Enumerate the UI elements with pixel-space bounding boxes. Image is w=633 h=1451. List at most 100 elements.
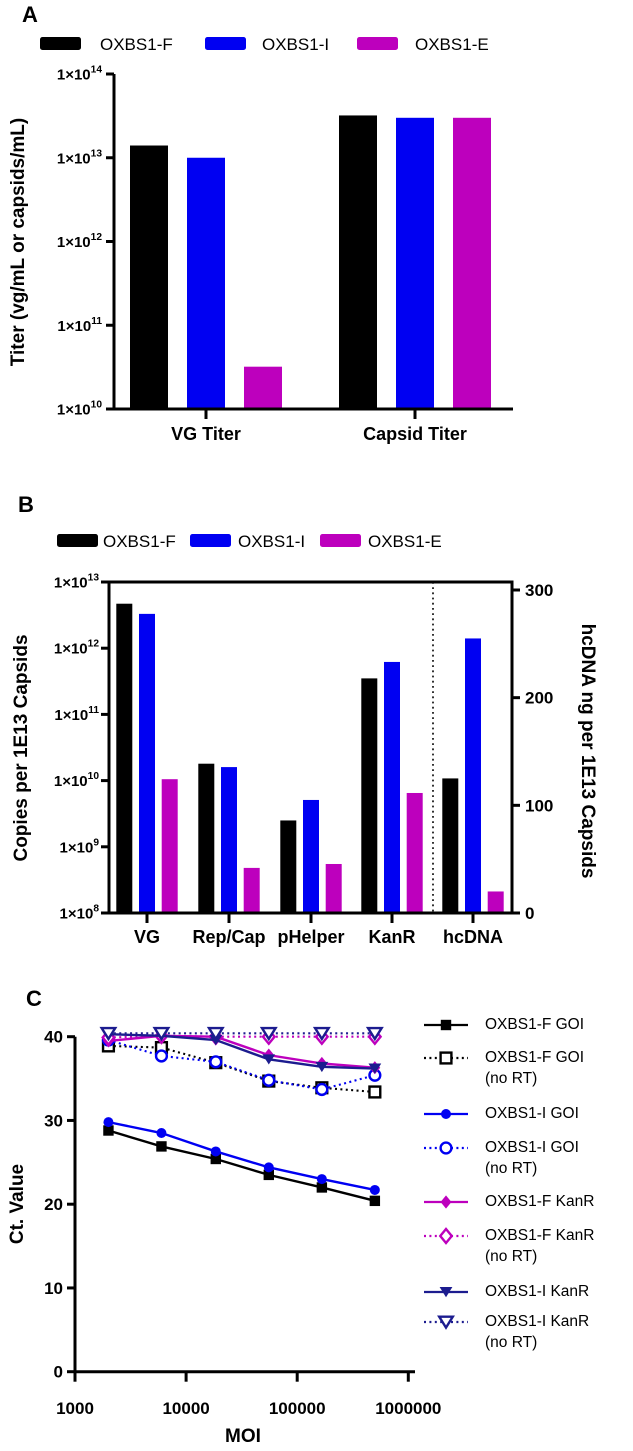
svg-text:VG Titer: VG Titer <box>171 424 241 444</box>
bar-OXBS1-E-hcDNA <box>487 891 504 912</box>
svg-text:1×1014: 1×1014 <box>57 65 102 84</box>
panel-a-legend-swatch-oxbs1-i <box>205 37 246 50</box>
open-triangle-down-marker-icon <box>259 1026 278 1042</box>
svg-text:200: 200 <box>525 689 553 708</box>
panel-c-chart: 0 10 20 30 40 1000 10000 100000 1000000 <box>44 1026 441 1418</box>
open-triangle-down-legend-icon <box>424 1315 468 1330</box>
svg-text:VG: VG <box>134 927 160 947</box>
panel-a-legend-label-oxbs1-i: OXBS1-I <box>262 35 330 54</box>
panel-c-legend-label: OXBS1-I KanR <box>485 1283 590 1300</box>
panel-a-legend-label-oxbs1-e: OXBS1-E <box>415 35 489 54</box>
filled-circle-marker-icon <box>369 1184 380 1195</box>
svg-text:1×1013: 1×1013 <box>54 573 99 592</box>
bar-OXBS1-E-KanR <box>406 792 423 912</box>
panel-b-chart: 1×108 1×109 1×1010 1×1011 1×1012 1×1013 0 100 20… <box>54 573 554 948</box>
panel-b-right-axis-label: hcDNA ng per 1E13 Capsids <box>577 623 598 879</box>
svg-text:0: 0 <box>54 1363 63 1382</box>
series-line <box>108 1129 376 1203</box>
filled-square-marker-icon <box>210 1153 221 1165</box>
svg-text:1×1011: 1×1011 <box>54 705 99 724</box>
series-OXBS1-I KanR (no RT) <box>99 1026 384 1042</box>
svg-text:1×1012: 1×1012 <box>54 639 99 658</box>
svg-text:pHelper: pHelper <box>277 927 344 947</box>
svg-text:1×108: 1×108 <box>60 904 100 923</box>
svg-text:40: 40 <box>44 1028 63 1047</box>
open-triangle-down-marker-icon <box>365 1026 384 1042</box>
svg-text:1000000: 1000000 <box>375 1399 441 1418</box>
svg-text:1000: 1000 <box>56 1399 94 1418</box>
bar-OXBS1-F-KanR <box>361 678 378 912</box>
panel-c-label: C <box>26 986 42 1011</box>
filled-triangle-down-marker-icon <box>368 1063 382 1074</box>
filled-square-marker-icon <box>103 1125 114 1136</box>
open-triangle-down-marker-icon <box>312 1026 331 1042</box>
panel-c-legend-item: OXBS1-I GOI (no RT) <box>423 1137 579 1179</box>
filled-triangle-down-marker-icon <box>439 1287 453 1298</box>
svg-text:Capsid Titer: Capsid Titer <box>363 424 467 444</box>
bar-OXBS1-I-VG <box>139 613 155 912</box>
open-triangle-down-marker-icon <box>99 1026 118 1042</box>
bar-OXBS1-F-VG Titer <box>130 145 168 408</box>
bar-OXBS1-I-Capsid Titer <box>396 117 434 409</box>
filled-circle-marker-icon <box>263 1162 274 1173</box>
panel-c-legend-label: OXBS1-I GOI <box>485 1105 579 1122</box>
bar-OXBS1-I-VG Titer <box>187 157 225 408</box>
panel-b-legend-label-oxbs1-e: OXBS1-E <box>368 532 442 551</box>
svg-text:1×1012: 1×1012 <box>57 232 102 251</box>
panel-b-legend-swatch-oxbs1-e <box>320 534 361 547</box>
filled-diamond-legend-icon <box>424 1195 468 1209</box>
series-line <box>108 1120 376 1192</box>
filled-square-marker-icon <box>263 1169 274 1181</box>
filled-triangle-down-marker-icon <box>315 1061 329 1073</box>
filled-circle-marker-icon <box>210 1146 221 1157</box>
filled-circle-marker-icon <box>103 1117 114 1128</box>
series-OXBS1-I KanR <box>102 1029 382 1074</box>
svg-text:100: 100 <box>525 796 553 815</box>
bar-OXBS1-F-hcDNA <box>442 778 459 912</box>
panel-c-legend-item: OXBS1-F GOI <box>423 1014 584 1036</box>
filled-circle-legend-icon <box>424 1109 468 1119</box>
filled-square-marker-icon <box>316 1182 328 1193</box>
svg-text:1×1010: 1×1010 <box>54 771 99 790</box>
svg-text:Rep/Cap: Rep/Cap <box>192 927 265 947</box>
open-diamond-marker-icon <box>438 1227 454 1245</box>
bar-OXBS1-I-Rep/Cap <box>221 767 237 912</box>
series-line <box>108 1034 375 1069</box>
panel-c-legend-item: OXBS1-F GOI (no RT) <box>423 1047 584 1089</box>
bar-OXBS1-I-hcDNA <box>465 638 481 912</box>
svg-text:30: 30 <box>44 1111 63 1130</box>
panel-c-legend-label: OXBS1-F KanR <box>485 1193 595 1210</box>
bar-OXBS1-E-Capsid Titer <box>453 117 491 409</box>
panel-a-legend-label-oxbs1-f: OXBS1-F <box>100 35 173 54</box>
open-circle-marker-icon <box>439 1141 453 1155</box>
panel-b-legend-label-oxbs1-i: OXBS1-I <box>238 532 306 551</box>
open-square-marker-icon <box>439 1051 453 1065</box>
filled-square-marker-icon <box>156 1141 167 1152</box>
panel-b-legend-swatch-oxbs1-i <box>190 534 231 547</box>
bar-OXBS1-E-VG Titer <box>244 366 282 408</box>
svg-text:10: 10 <box>44 1279 63 1298</box>
panel-a-legend-swatch-oxbs1-f <box>40 37 81 50</box>
open-diamond-legend-icon <box>424 1227 468 1245</box>
svg-text:100000: 100000 <box>269 1399 326 1418</box>
open-square-marker-icon <box>368 1085 382 1099</box>
panel-a-label: A <box>22 2 38 27</box>
series-OXBS1-F GOI <box>103 1125 381 1207</box>
panel-b-left-axis-label: Copies per 1E13 Capsids <box>11 634 32 862</box>
filled-square-legend-icon <box>424 1019 468 1031</box>
panel-b-legend-label-oxbs1-f: OXBS1-F <box>103 532 176 551</box>
filled-triangle-down-marker-icon <box>262 1054 276 1065</box>
svg-text:hcDNA: hcDNA <box>443 927 503 947</box>
open-triangle-down-marker-icon <box>437 1315 455 1330</box>
panel-c-legend-item: OXBS1-I GOI <box>423 1103 579 1125</box>
svg-text:10000: 10000 <box>162 1399 209 1418</box>
panel-a-chart: 1×1010 1×1011 1×1012 1×1013 1×1014 VG Titer Ca… <box>57 65 513 444</box>
series-line <box>108 1032 375 1070</box>
bar-OXBS1-F-Rep/Cap <box>198 763 215 912</box>
filled-square-marker-icon <box>369 1195 381 1207</box>
panel-c-legend-item: OXBS1-I KanR <box>423 1281 589 1303</box>
panel-c-legend-item: OXBS1-I KanR (no RT) <box>423 1311 589 1353</box>
panel-c-legend-label: OXBS1-F GOI <box>485 1016 585 1033</box>
